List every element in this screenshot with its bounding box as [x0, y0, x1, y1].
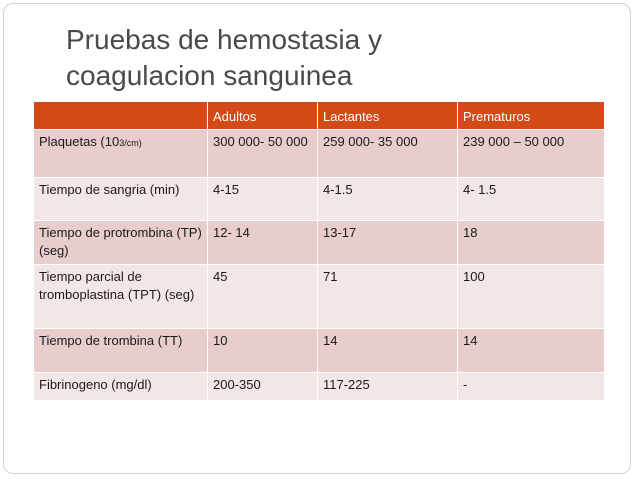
cell-lactantes: 4-1.5	[317, 177, 458, 221]
row-label: Tiempo parcial de tromboplastina (TPT) (…	[33, 264, 208, 329]
table-row: Tiempo de sangria (min) 4-15 4-1.5 4- 1.…	[33, 177, 605, 221]
header-cell-lactantes: Lactantes	[317, 101, 458, 130]
title-line-2: coagulacion sanguinea	[66, 60, 353, 91]
header-cell-prematuros: Prematuros	[457, 101, 605, 130]
hemostasis-table: Adultos Lactantes Prematuros Plaquetas (…	[33, 101, 605, 401]
table-row: Fibrinogeno (mg/dl) 200-350 117-225 -	[33, 372, 605, 401]
cell-adultos: 45	[207, 264, 318, 329]
row-label: Tiempo de sangria (min)	[33, 177, 208, 221]
cell-prematuros: 18	[457, 220, 605, 265]
cell-prematuros: 4- 1.5	[457, 177, 605, 221]
table-row: Tiempo de trombina (TT) 10 14 14	[33, 328, 605, 373]
cell-prematuros: 100	[457, 264, 605, 329]
cell-lactantes: 14	[317, 328, 458, 373]
table-row: Plaquetas (103/cm) 300 000- 50 000 259 0…	[33, 129, 605, 178]
row-label: Tiempo de protrombina (TP) (seg)	[33, 220, 208, 265]
cell-adultos: 10	[207, 328, 318, 373]
cell-lactantes: 71	[317, 264, 458, 329]
cell-prematuros: 14	[457, 328, 605, 373]
cell-prematuros: -	[457, 372, 605, 401]
table-row: Tiempo de protrombina (TP) (seg) 12- 14 …	[33, 220, 605, 265]
slide-frame	[3, 3, 631, 474]
header-cell-adultos: Adultos	[207, 101, 318, 130]
cell-adultos: 4-15	[207, 177, 318, 221]
table-row: Tiempo parcial de tromboplastina (TPT) (…	[33, 264, 605, 329]
row-label-main: Plaquetas (10	[39, 134, 120, 149]
cell-adultos: 200-350	[207, 372, 318, 401]
row-label: Plaquetas (103/cm)	[33, 129, 208, 178]
row-label: Tiempo de trombina (TT)	[33, 328, 208, 373]
cell-lactantes: 117-225	[317, 372, 458, 401]
row-label-superscript: 3/cm)	[119, 138, 142, 148]
cell-adultos: 300 000- 50 000	[207, 129, 318, 178]
title-line-1: Pruebas de hemostasia y	[66, 24, 382, 55]
slide-title: Pruebas de hemostasia y coagulacion sang…	[66, 22, 486, 94]
row-label: Fibrinogeno (mg/dl)	[33, 372, 208, 401]
cell-lactantes: 13-17	[317, 220, 458, 265]
cell-prematuros: 239 000 – 50 000	[457, 129, 605, 178]
cell-lactantes: 259 000- 35 000	[317, 129, 458, 178]
cell-adultos: 12- 14	[207, 220, 318, 265]
table-header-row: Adultos Lactantes Prematuros	[33, 101, 605, 130]
header-cell-empty	[33, 101, 208, 130]
